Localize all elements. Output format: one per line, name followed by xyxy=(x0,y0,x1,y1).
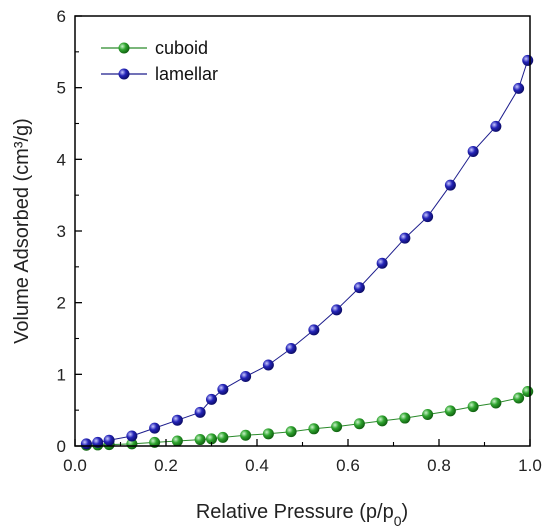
data-point-cuboid xyxy=(217,431,229,443)
data-point-lamellar xyxy=(490,120,502,132)
legend-label: lamellar xyxy=(155,64,218,84)
data-point-lamellar xyxy=(262,359,274,371)
data-point-lamellar xyxy=(240,370,252,382)
legend-label: cuboid xyxy=(155,38,208,58)
data-point-lamellar xyxy=(353,282,365,294)
data-point-cuboid xyxy=(490,397,502,409)
data-point-cuboid xyxy=(194,434,206,446)
data-point-lamellar xyxy=(399,232,411,244)
data-point-lamellar xyxy=(126,430,138,442)
data-point-lamellar xyxy=(285,343,297,355)
x-tick-label: 0.2 xyxy=(154,456,178,475)
data-point-cuboid xyxy=(422,408,434,420)
data-point-lamellar xyxy=(80,438,92,450)
legend-marker xyxy=(118,68,130,80)
data-point-cuboid xyxy=(376,415,388,427)
data-point-cuboid xyxy=(149,436,161,448)
data-point-lamellar xyxy=(103,434,115,446)
x-tick-label: 0.8 xyxy=(427,456,451,475)
y-tick-label: 6 xyxy=(57,7,66,26)
data-point-cuboid xyxy=(171,435,183,447)
legend: cuboid lamellar xyxy=(101,38,218,84)
data-point-cuboid xyxy=(353,418,365,430)
y-axis-title: Volume Adsorbed (cm³/g) xyxy=(11,118,33,344)
y-tick-label: 4 xyxy=(57,150,66,169)
data-point-lamellar xyxy=(217,383,229,395)
y-tick-label: 1 xyxy=(57,365,66,384)
data-point-lamellar xyxy=(92,436,104,448)
plot-area xyxy=(80,54,534,451)
series-lamellar xyxy=(80,54,534,450)
data-point-cuboid xyxy=(399,412,411,424)
y-tick-label: 0 xyxy=(57,437,66,456)
y-tick-label: 5 xyxy=(57,79,66,98)
data-point-lamellar xyxy=(308,324,320,336)
legend-item-lamellar: lamellar xyxy=(101,64,218,84)
x-tick-label: 0.4 xyxy=(245,456,269,475)
data-point-cuboid xyxy=(522,386,534,398)
data-point-lamellar xyxy=(467,145,479,157)
data-point-lamellar xyxy=(171,414,183,426)
data-point-cuboid xyxy=(262,428,274,440)
data-point-cuboid xyxy=(308,423,320,435)
x-axis-title: Relative Pressure (p/p0) xyxy=(196,501,408,529)
data-point-lamellar xyxy=(513,82,525,94)
plot-frame xyxy=(74,15,531,447)
data-point-lamellar xyxy=(422,211,434,223)
data-point-lamellar xyxy=(376,257,388,269)
data-point-cuboid xyxy=(467,401,479,413)
data-point-lamellar xyxy=(194,406,206,418)
x-tick-label: 0.0 xyxy=(63,456,87,475)
data-point-cuboid xyxy=(513,392,525,404)
data-point-lamellar xyxy=(206,393,217,405)
data-point-cuboid xyxy=(206,433,217,445)
legend-marker xyxy=(118,42,130,54)
axis-ticks: 0.0 0.2 0.4 0.6 0.8 1.0 0 1 2 3 4 5 6 xyxy=(57,7,542,475)
data-point-cuboid xyxy=(444,405,456,417)
data-point-lamellar xyxy=(444,179,456,191)
data-point-cuboid xyxy=(331,421,343,433)
series-line-lamellar xyxy=(86,60,529,445)
data-point-cuboid xyxy=(285,426,297,438)
data-point-lamellar xyxy=(149,422,161,434)
data-point-lamellar xyxy=(522,54,534,66)
x-tick-label: 1.0 xyxy=(518,456,542,475)
y-tick-label: 3 xyxy=(57,222,66,241)
x-tick-label: 0.6 xyxy=(336,456,360,475)
series-cuboid xyxy=(80,386,534,451)
y-tick-label: 2 xyxy=(57,294,66,313)
data-point-cuboid xyxy=(240,429,252,441)
legend-item-cuboid: cuboid xyxy=(101,38,208,58)
data-point-lamellar xyxy=(331,304,343,316)
series-line-cuboid xyxy=(86,391,528,446)
